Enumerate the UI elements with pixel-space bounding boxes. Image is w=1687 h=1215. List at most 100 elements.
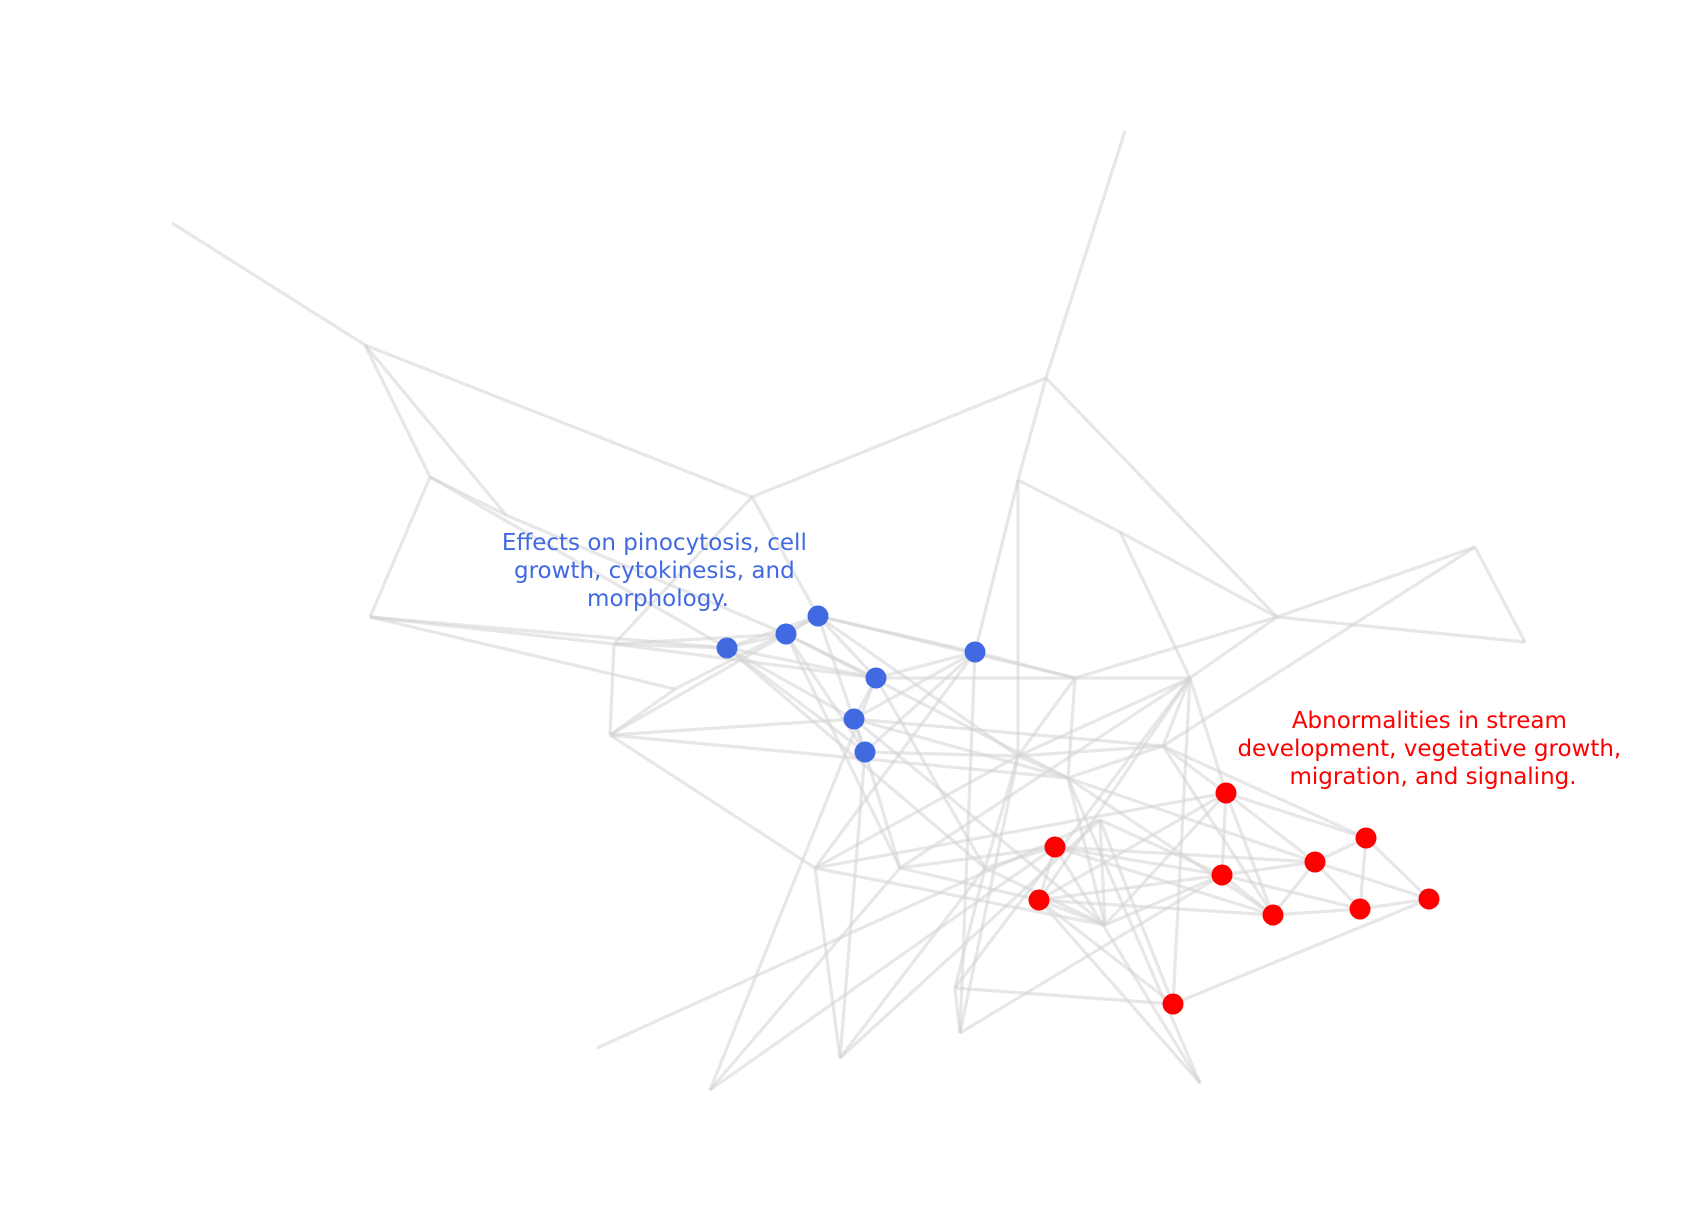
network-edge [1074,615,1278,680]
network-edge [726,614,819,650]
network-edge [369,615,676,691]
network-edge [1188,677,1228,794]
blue-label-line: morphology. [587,586,729,612]
network-edge [853,717,1164,748]
network-edge [1054,845,1223,877]
network-edge [1473,546,1527,643]
red-label-line: Abnormalities in stream [1292,708,1567,734]
network-edge [838,867,987,1059]
network-edge [1067,744,1164,780]
network-edge [852,717,1107,927]
network-edge [853,650,976,721]
network-edge [784,633,902,869]
network-edge [1276,545,1476,619]
network-edge [1189,615,1278,680]
blue-cluster-node [775,623,797,645]
network-edge [1037,898,1202,1085]
network-edge [1044,376,1279,619]
network-edge [363,344,432,478]
network-edge [1017,676,1191,758]
network-edge [1271,861,1317,916]
network-edge [708,866,902,1092]
network-edge [750,496,820,617]
blue-cluster-node [843,708,865,730]
network-edge [814,754,1019,870]
network-edge [429,475,728,650]
network-edge [1053,846,1202,1084]
red-cluster-node [1349,898,1371,920]
network-edge [608,643,616,736]
cluster-labels: Effects on pinocytosis, cell growth, cyt… [502,530,1628,790]
network-edge [709,845,1056,1092]
network-edge [814,791,1227,870]
network-edge [1225,791,1316,864]
network-edge [171,221,366,347]
network-edge [1054,845,1316,864]
network-edge [596,818,1101,1050]
network-edge [1220,792,1228,876]
network-edge [1104,873,1223,927]
network-edge [899,866,1040,902]
network-edge [1162,744,1367,840]
network-edge [954,986,1174,1006]
network-edge [1225,791,1367,840]
blue-label-line: growth, cytokinesis, and [514,558,795,584]
network-edge [838,751,867,1059]
network-edge [368,476,432,618]
network-edge [1118,531,1192,679]
network-edge [751,376,1047,499]
network-edge [864,750,1019,758]
network-edge [1162,744,1227,795]
red-cluster-node [1304,851,1326,873]
network-edge [1044,130,1127,379]
network-edge [875,650,976,680]
red-label-line: development, vegetative growth, [1237,736,1621,762]
network-edge [838,818,1102,1060]
network-edge [708,677,878,1091]
network-edge [609,733,816,870]
blue-cluster-label: Effects on pinocytosis, cell growth, cyt… [502,530,814,612]
red-cluster-node [1215,782,1237,804]
network-edge [1358,837,1368,910]
network-edge [813,651,977,869]
network-edge [1314,860,1430,901]
network-edge [1162,545,1476,748]
network-edge [1016,677,1077,757]
network-edge [1067,776,1274,917]
network-edge [505,513,787,636]
network-edge [1067,776,1316,864]
network-edge [1221,860,1316,877]
network-edge [364,343,753,499]
network-edge [1276,615,1526,644]
network-edge [1054,845,1274,917]
network-edge [1313,860,1362,911]
network-edge [817,614,1019,758]
network-edge [959,873,1223,1035]
network-edge [369,615,615,646]
red-cluster-node [1418,888,1440,910]
network-edge [612,495,754,646]
network-edge [1038,791,1227,902]
network-nodes [716,605,1440,1015]
network-edge [1066,777,1202,1084]
network-edge [863,751,902,869]
red-cluster-node [1162,993,1184,1015]
network-edge [1066,677,1077,779]
network-edge [1038,873,1223,902]
network-edge [817,614,976,654]
network-edge [1038,898,1106,927]
red-cluster-node [1044,836,1066,858]
red-cluster-label: Abnormalities in stream development, veg… [1237,708,1628,790]
network-edge [1038,898,1274,917]
network-edge [1172,897,1430,1006]
blue-cluster-node [854,741,876,763]
network-edge [1099,818,1223,877]
network-edge [863,650,977,754]
network-edge [1364,836,1431,901]
network-edge [1359,897,1430,911]
blue-cluster-node [716,637,738,659]
network-edge [726,646,855,721]
network-edges [171,130,1527,1092]
network-edge [813,867,842,1059]
network-edge [973,479,1020,653]
